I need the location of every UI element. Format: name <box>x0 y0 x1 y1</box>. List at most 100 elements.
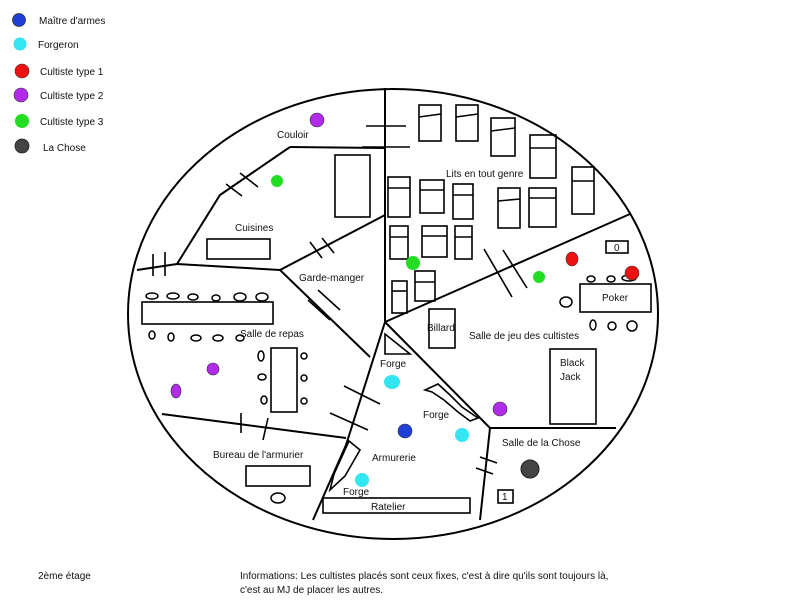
chair <box>255 292 269 302</box>
bed <box>334 154 371 218</box>
room-label-bureau: Bureau de l'armurier <box>213 450 304 461</box>
token-cultiste-type-2 <box>206 362 220 376</box>
room-label-salle-repas: Salle de repas <box>240 329 304 340</box>
legend-label: Forgeron <box>38 40 79 51</box>
room-label-forge: Forge <box>423 410 450 421</box>
chair <box>606 275 616 283</box>
bed <box>418 104 442 142</box>
chair <box>589 319 597 331</box>
tokens <box>170 112 640 487</box>
token-cultiste-type-2 <box>170 383 182 399</box>
bed <box>391 280 408 314</box>
legend-label: Maître d'armes <box>39 16 105 27</box>
poker-table <box>579 283 652 313</box>
furniture <box>141 238 652 514</box>
chair <box>300 397 308 405</box>
legend-label: Cultiste type 3 <box>40 117 104 128</box>
chair <box>257 373 267 381</box>
chair <box>257 350 265 362</box>
token-la-chose <box>520 459 540 479</box>
chair <box>300 374 308 382</box>
floor-label: 2ème étage <box>38 571 91 582</box>
bed <box>571 166 595 215</box>
legend-swatch-la-chose <box>14 138 30 154</box>
legend-label: La Chose <box>43 143 86 154</box>
dining-table-small <box>270 347 298 413</box>
legend-swatch-forgeron <box>13 37 27 51</box>
room-label-black: Black <box>560 358 585 369</box>
floor-outline <box>127 88 659 540</box>
bed <box>490 117 516 157</box>
token-forgeron <box>355 473 369 487</box>
door-marks <box>152 125 528 475</box>
bed <box>452 183 474 220</box>
bed <box>414 270 436 302</box>
bed <box>387 176 411 218</box>
room-label-jack: Jack <box>560 372 582 383</box>
counter-box-0 <box>605 240 629 254</box>
room-label-billard: Billard <box>427 323 455 334</box>
room-label-forge: Forge <box>380 359 407 370</box>
token-cultiste-type-1 <box>565 251 579 267</box>
walls <box>136 88 631 521</box>
chair <box>586 275 596 283</box>
room-label-cuisines: Cuisines <box>235 223 273 234</box>
token-forgeron <box>455 428 469 442</box>
legend-label: Cultiste type 1 <box>40 67 104 78</box>
chair <box>260 395 268 405</box>
token-cultiste-type-3 <box>406 256 420 270</box>
counter-label-1: 1 <box>502 492 508 503</box>
info-note: Informations: Les cultistes placés sont … <box>240 570 608 598</box>
counter-box-1 <box>497 489 514 504</box>
chair <box>167 332 175 342</box>
info-note-line-2: c'est au MJ de placer les autres. <box>240 585 384 596</box>
legend-swatch-cultiste-2 <box>13 87 29 103</box>
chair <box>607 321 617 331</box>
legend-swatch-maitre-armes <box>12 13 26 27</box>
beds <box>334 104 595 314</box>
bed <box>497 187 521 229</box>
chair <box>300 352 308 360</box>
room-label-lits: Lits en tout genre <box>446 169 524 180</box>
billard-table <box>428 308 456 349</box>
token-cultiste-type-2 <box>309 112 325 128</box>
counter-label-0: 0 <box>614 243 620 254</box>
room-label-salle-jeu: Salle de jeu des cultistes <box>469 331 579 342</box>
bed <box>528 187 557 228</box>
room-label-couloir: Couloir <box>277 130 309 141</box>
ratelier-rack <box>322 497 471 514</box>
legend: Maître d'armes Forgeron Cultiste type 1 … <box>12 13 105 154</box>
chair <box>233 292 247 302</box>
legend-label: Cultiste type 2 <box>40 91 104 102</box>
room-label-armurerie: Armurerie <box>372 453 416 464</box>
forge-furnace-3 <box>328 439 362 493</box>
chair <box>148 330 156 340</box>
forge-furnace-2 <box>422 383 480 422</box>
bed <box>454 225 473 260</box>
armurier-desk <box>245 465 311 487</box>
bed <box>389 225 409 260</box>
chair <box>145 292 159 300</box>
chair <box>190 334 202 342</box>
bed <box>455 104 479 142</box>
room-label-ratelier: Ratelier <box>371 502 406 513</box>
chair <box>212 334 224 342</box>
bed <box>419 179 445 214</box>
bed <box>421 225 448 258</box>
chair <box>211 294 221 302</box>
kitchen-counter <box>206 238 271 260</box>
token-cultiste-type-3 <box>533 271 545 283</box>
dining-table-long <box>141 301 274 325</box>
forge-furnace-1 <box>384 332 413 355</box>
token-cultiste-type-3 <box>271 175 283 187</box>
blackjack-table <box>549 348 597 425</box>
chair <box>626 320 638 332</box>
info-note-line-1: Informations: Les cultistes placés sont … <box>240 571 609 582</box>
chair <box>235 334 245 342</box>
token-forgeron <box>384 375 400 389</box>
room-label-garde-manger: Garde-manger <box>299 273 365 284</box>
chair <box>559 296 573 308</box>
token-cultiste-type-1 <box>624 265 640 281</box>
